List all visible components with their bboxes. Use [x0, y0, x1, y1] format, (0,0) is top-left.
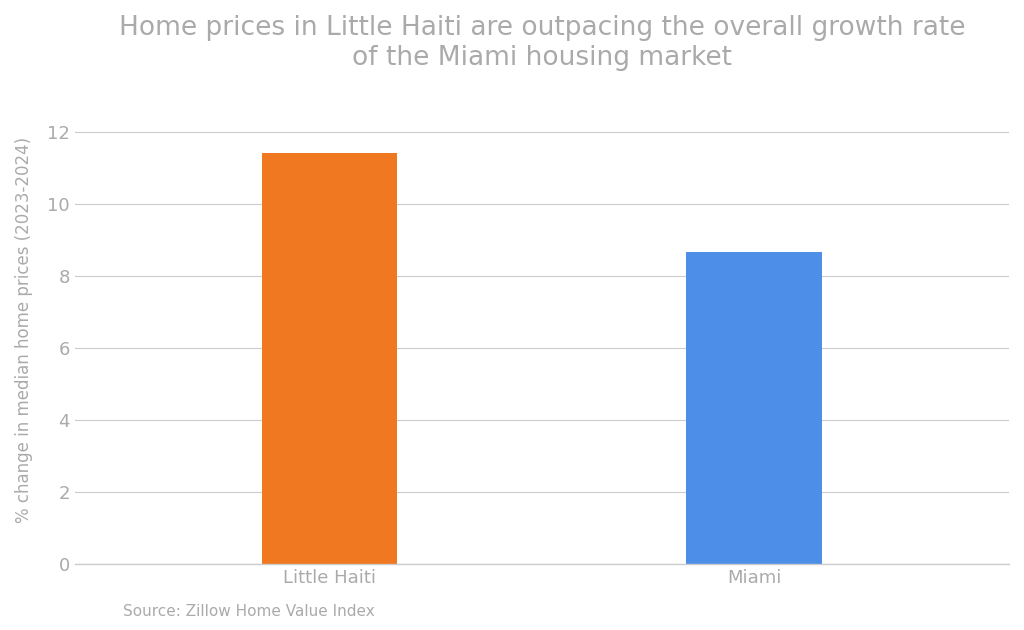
Bar — [686, 252, 822, 564]
Text: Source: Zillow Home Value Index: Source: Zillow Home Value Index — [123, 604, 375, 619]
Title: Home prices in Little Haiti are outpacing the overall growth rate
of the Miami h: Home prices in Little Haiti are outpacin… — [119, 15, 965, 71]
Y-axis label: % change in median home prices (2023-2024): % change in median home prices (2023-202… — [15, 137, 33, 523]
Bar — [261, 153, 397, 564]
